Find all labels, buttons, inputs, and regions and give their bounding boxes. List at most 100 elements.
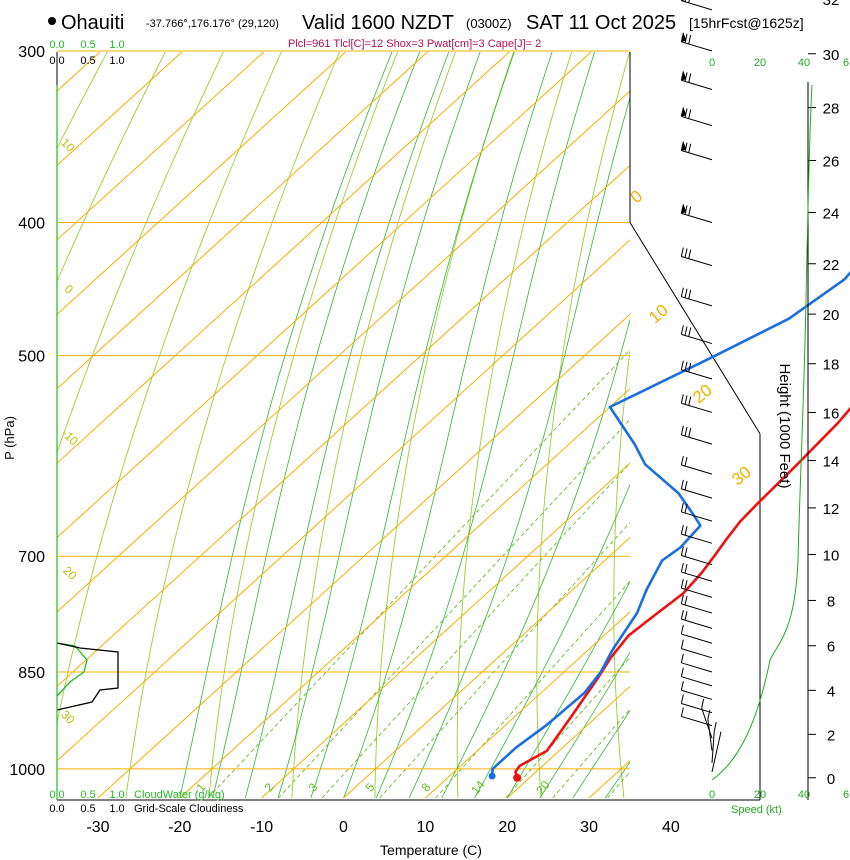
isotherm: [261, 462, 630, 799]
wind-barb: [701, 698, 713, 739]
cloudiness-tick-top: 0.5: [80, 55, 95, 67]
moist-adiabat: [343, 52, 553, 799]
wind-barb: [680, 455, 713, 475]
valid-date: SAT 11 Oct 2025: [526, 12, 676, 34]
isotherm-label: 10: [645, 300, 672, 327]
mixing-ratio-line: [278, 418, 630, 799]
mixing-ratio-line: [435, 580, 630, 799]
moist-adiabat: [638, 0, 850, 798]
height-tick-label: 28: [823, 101, 840, 118]
station-name: Ohauiti: [61, 12, 124, 34]
wind-barb: [680, 502, 713, 522]
speed-label: Speed (kt): [731, 804, 782, 816]
height-tick-label: 22: [823, 257, 840, 274]
isotherm: [835, 0, 850, 798]
height-tick-label: 6: [827, 639, 835, 656]
isotherm: [57, 52, 347, 315]
dry-adiabat: [125, 52, 340, 799]
moist-adiabat: [277, 52, 481, 799]
dry-adiabat-label: 20: [60, 563, 80, 583]
dry-adiabat-label: 30: [58, 707, 78, 727]
height-tick-label: 32: [823, 0, 840, 9]
cloudiness-profile-line: [56, 642, 119, 711]
temperature-tick-label: 30: [580, 819, 598, 836]
isotherm: [57, 90, 630, 613]
isotherm: [57, 52, 183, 167]
grid-layer: 2503004005007008501000-30-20-10010203040…: [9, 0, 850, 836]
pressure-tick-label: 700: [18, 549, 45, 566]
wind-barb-panel: [680, 0, 722, 772]
isotherm: [506, 685, 630, 799]
temperature-profile-line: [514, 406, 850, 779]
cloudwater-tick-top: 0.0: [49, 39, 64, 51]
cloudiness-tick-top: 0.0: [49, 55, 64, 67]
moist-adiabat: [244, 52, 450, 799]
cloudwater-tick-bottom: 1.0: [109, 789, 124, 801]
plot-frame-diagonal: [629, 222, 761, 434]
moist-adiabat: [605, 761, 630, 799]
cloudiness-tick-bottom: 0.0: [49, 803, 64, 815]
height-tick-label: 12: [823, 501, 840, 518]
surface-dewpoint-dot: [488, 772, 496, 780]
dry-adiabat: [57, 52, 224, 454]
moist-adiabat: [474, 483, 630, 799]
wind-barb: [680, 579, 713, 598]
isotherm: [57, 52, 592, 539]
wind-barb: [680, 694, 713, 714]
utc-time: (0300Z): [466, 16, 512, 31]
dry-adiabat: [208, 52, 399, 799]
isotherm: [57, 52, 265, 241]
height-tick-label: 30: [823, 47, 840, 64]
temperature-tick-label: 20: [498, 819, 516, 836]
mixing-ratio-label: 20: [533, 778, 553, 797]
surface-temperature-dot: [513, 773, 522, 782]
plot-area: [57, 0, 850, 799]
wind-barb: [680, 107, 713, 127]
mixing-ratio-label: 2: [261, 780, 276, 794]
wind-barb: [680, 707, 713, 727]
mixing-ratio-line: [321, 462, 630, 799]
height-tick-label: 18: [823, 357, 840, 374]
dry-adiabat-label: -10: [59, 426, 81, 448]
cloudiness-tick-bottom: 1.0: [109, 803, 124, 815]
temperature-tick-label: -30: [86, 819, 109, 836]
wind-barb: [707, 709, 713, 751]
height-tick-label: 0: [827, 771, 835, 788]
wind-barb: [680, 247, 713, 267]
moist-adiabat: [212, 52, 421, 799]
mixing-ratio-line: [607, 771, 630, 799]
isotherm-label: 20: [689, 380, 716, 407]
dry-adiabat: [760, 0, 828, 798]
height-tick-label: 20: [823, 307, 840, 324]
wind-barb: [680, 32, 713, 52]
wind-barb: [680, 681, 713, 700]
dry-adiabat: [613, 347, 630, 799]
stability-indices: Plcl=961 Tlcl[C]=12 Shox=3 Pwat[cm]=3 Ca…: [288, 38, 541, 50]
height-axis-title: Height (1000 Feet): [776, 363, 793, 488]
cloudiness-tick-bottom: 0.5: [80, 803, 95, 815]
wind-barb: [680, 562, 713, 582]
dry-adiabat: [456, 52, 573, 799]
moist-adiabat: [408, 95, 630, 799]
isotherm: [753, 0, 850, 798]
y-axis-title: P (hPa): [2, 416, 17, 460]
wind-barb: [680, 287, 713, 307]
cloudwater-tick-top: 0.5: [80, 39, 95, 51]
height-tick-label: 14: [823, 454, 840, 471]
wind-barb: [680, 0, 713, 11]
station-marker-icon: [48, 17, 56, 25]
isotherm: [57, 52, 429, 390]
dry-adiabat-label: 0: [62, 282, 77, 297]
height-tick-label: 10: [823, 548, 840, 565]
dry-adiabat: [57, 52, 282, 726]
wind-barb: [680, 667, 713, 687]
profile-layer: [488, 271, 850, 782]
wind-barb: [680, 546, 713, 566]
isotherm: [57, 52, 101, 92]
wind-barb: [680, 610, 713, 629]
dry-adiabat: [57, 52, 166, 283]
mixing-ratio-line: [207, 349, 630, 799]
dry-adiabat: [830, 0, 850, 798]
pressure-tick-label: 400: [18, 216, 45, 233]
